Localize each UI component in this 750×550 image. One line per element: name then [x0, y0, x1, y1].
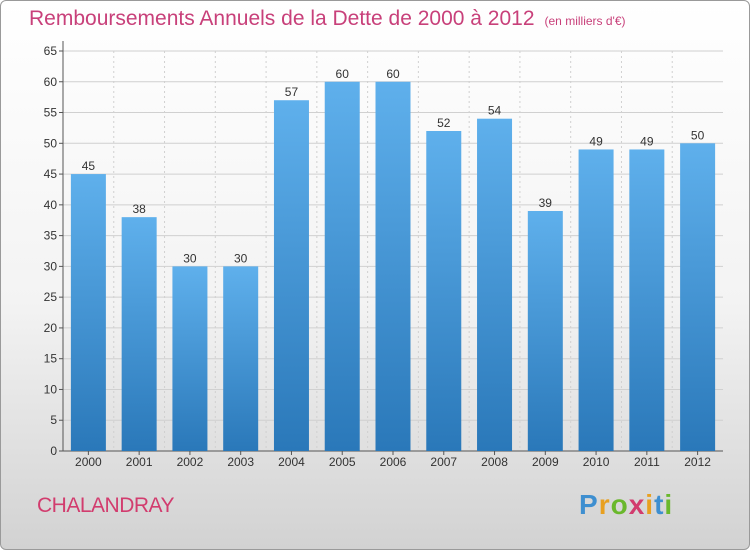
bar-2001: [121, 217, 157, 451]
chart-title-text: Remboursements Annuels de la Dette de 20…: [29, 7, 535, 30]
y-tick-label: 45: [44, 167, 58, 181]
value-label-2001: 38: [132, 202, 146, 216]
x-tick-label: 2004: [278, 455, 305, 469]
x-tick-label: 2006: [380, 455, 407, 469]
y-tick-label: 30: [44, 259, 58, 273]
value-label-2002: 30: [183, 251, 197, 265]
y-tick-label: 50: [44, 136, 58, 150]
value-label-2006: 60: [386, 67, 400, 81]
value-label-2008: 54: [488, 104, 502, 118]
x-tick-label: 2001: [126, 455, 153, 469]
y-tick-label: 20: [44, 321, 58, 335]
value-label-2010: 49: [589, 134, 603, 148]
bar-2005: [324, 81, 360, 452]
y-tick-label: 15: [44, 352, 58, 366]
bars: [70, 81, 716, 452]
value-label-2007: 52: [437, 116, 451, 130]
y-tick-label: 10: [44, 382, 58, 396]
x-tick-label: 2011: [634, 455, 660, 469]
proxiti-logo: Proxiti: [579, 489, 674, 520]
commune-name: CHALANDRAY: [37, 494, 174, 517]
value-label-2011: 49: [640, 134, 654, 148]
x-tick-label: 2000: [75, 455, 102, 469]
bar-2009: [527, 211, 563, 451]
bar-2007: [426, 131, 462, 451]
bar-2011: [629, 149, 665, 451]
x-tick-label: 2008: [481, 455, 508, 469]
value-label-2000: 45: [82, 159, 96, 173]
y-tick-label: 65: [44, 44, 58, 58]
value-labels: 45 38 30 30 57 60 60 52 54 39 49 49 50: [82, 67, 705, 266]
bar-2003: [223, 266, 259, 451]
x-tick-label: 2003: [227, 455, 254, 469]
y-tick-label: 25: [44, 290, 58, 304]
bar-2004: [273, 100, 309, 451]
value-label-2005: 60: [336, 67, 350, 81]
bar-2000: [70, 174, 106, 452]
value-label-2009: 39: [539, 196, 553, 210]
value-label-2012: 50: [691, 128, 705, 142]
x-tick-label: 2009: [532, 455, 559, 469]
x-tick-label: 2002: [177, 455, 204, 469]
y-tick-label: 35: [44, 229, 58, 243]
y-tick-label: 5: [50, 413, 57, 427]
value-label-2004: 57: [285, 85, 299, 99]
bar-2010: [578, 149, 614, 451]
x-tick-label: 2007: [430, 455, 457, 469]
chart-title: Remboursements Annuels de la Dette de 20…: [29, 7, 626, 31]
bar-2006: [375, 81, 411, 452]
y-tick-label: 40: [44, 198, 58, 212]
y-tick-label: 60: [44, 75, 58, 89]
x-tick-labels: 2000 2001 2002 2003 2004 2005 2006 2007 2008 2009…: [75, 455, 711, 469]
bar-2002: [172, 266, 208, 451]
value-label-2003: 30: [234, 251, 248, 265]
chart-subtitle: (en milliers d'€): [544, 14, 626, 28]
bar-2008: [477, 118, 513, 451]
x-tick-label: 2005: [329, 455, 356, 469]
y-tick-label: 0: [50, 444, 57, 458]
bar-2012: [680, 143, 716, 452]
x-tick-label: 2010: [583, 455, 610, 469]
x-tick-label: 2012: [684, 455, 711, 469]
y-tick-label: 55: [44, 106, 58, 120]
y-tick-labels: 0 5 10 15 20 25 30 35 40 45 50 55 60 65: [44, 44, 58, 458]
